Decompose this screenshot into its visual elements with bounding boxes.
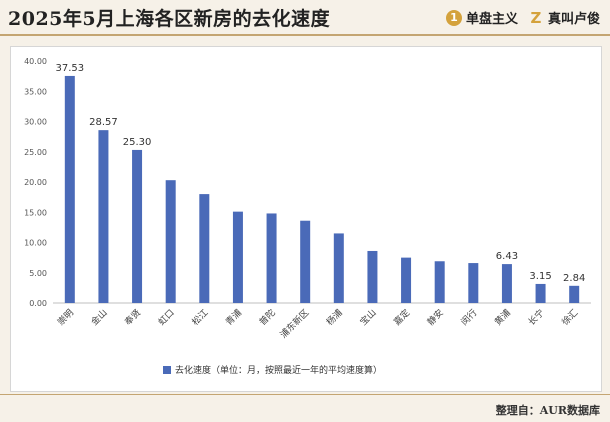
x-tick-label: 松江 [189,307,210,328]
chart-panel: 0.00 5.00 10.00 15.00 20.00 25.00 30.00 35.00 40… [10,46,602,392]
bar-series [64,75,580,303]
bar [165,180,176,303]
x-tick-label: 虹口 [156,307,177,328]
bar [266,213,277,303]
bar [569,285,580,303]
x-tick-label: 普陀 [256,307,277,328]
x-tick-label: 金山 [88,307,109,328]
x-tick-label: 闵行 [458,307,479,328]
footer-divider [0,394,610,395]
y-tick-label: 15.00 [24,208,47,217]
bar [333,233,344,303]
bar [199,194,210,303]
bar [367,250,378,303]
x-tick-label: 杨浦 [324,307,345,328]
header-divider [0,34,610,36]
bar [535,283,546,303]
data-label: 3.15 [529,271,551,282]
y-tick-label: 10.00 [24,239,47,248]
x-tick-label: 静安 [425,307,446,328]
x-axis: 崇明 金山 奉贤 虹口 松江 青浦 普陀 浦东新区 杨浦 宝山 嘉定 静安 闵行 黄浦 长宁 徐汇 [55,307,580,341]
data-label: 2.84 [563,273,585,284]
x-tick-label: 徐汇 [559,307,580,328]
brand-logos: 1 单盘主义 Z 真叫卢俊 [445,8,600,28]
data-label: 37.53 [55,63,84,74]
y-tick-label: 35.00 [24,87,47,96]
bar [401,257,412,303]
bar [232,211,243,303]
bar [132,149,143,303]
x-tick-label: 青浦 [223,307,244,328]
x-tick-label: 长宁 [525,307,546,328]
x-tick-label: 黄浦 [492,307,513,328]
y-tick-label: 20.00 [24,178,47,187]
y-tick-label: 25.00 [24,148,47,157]
y-axis: 0.00 5.00 10.00 15.00 20.00 25.00 30.00 35.00 40… [24,57,591,308]
legend-label: 去化速度（单位：月，按照最近一年的平均速度算） [175,364,382,376]
chart-legend: 去化速度（单位：月，按照最近一年的平均速度算） [163,364,382,376]
zhenjiao-logo-icon: Z [530,8,542,27]
data-label: 25.30 [123,137,152,148]
x-tick-label: 嘉定 [391,307,412,328]
x-tick-label: 崇明 [55,307,76,328]
x-tick-label: 浦东新区 [277,307,311,341]
danpan-logo-icon: 1 [445,9,462,26]
logo-danpan: 1 单盘主义 [445,8,518,27]
data-label: 28.57 [89,117,118,128]
bar [501,264,512,303]
data-label: 6.43 [496,251,518,262]
x-tick-label: 宝山 [357,307,378,328]
legend-swatch [163,366,171,374]
bar [98,130,109,303]
y-tick-label: 0.00 [29,299,47,308]
bar-chart: 0.00 5.00 10.00 15.00 20.00 25.00 30.00 35.00 40… [24,57,591,376]
x-tick-label: 奉贤 [122,307,143,328]
bar [468,263,479,303]
source-credit: 整理自：AUR数据库 [495,404,600,417]
logo-zhenjiao-text: 真叫卢俊 [547,12,600,27]
logo-danpan-text: 单盘主义 [465,12,518,27]
bar [300,220,311,303]
bar [64,75,75,303]
page-title: 2025年5月上海各区新房的去化速度 [8,8,331,30]
bar [434,261,445,303]
y-tick-label: 30.00 [24,118,47,127]
y-tick-label: 5.00 [29,269,47,278]
logo-zhenjiao: Z 真叫卢俊 [528,8,600,28]
data-labels: 37.53 28.57 25.30 6.43 3.15 2.84 [55,63,585,284]
y-tick-label: 40.00 [24,57,47,66]
